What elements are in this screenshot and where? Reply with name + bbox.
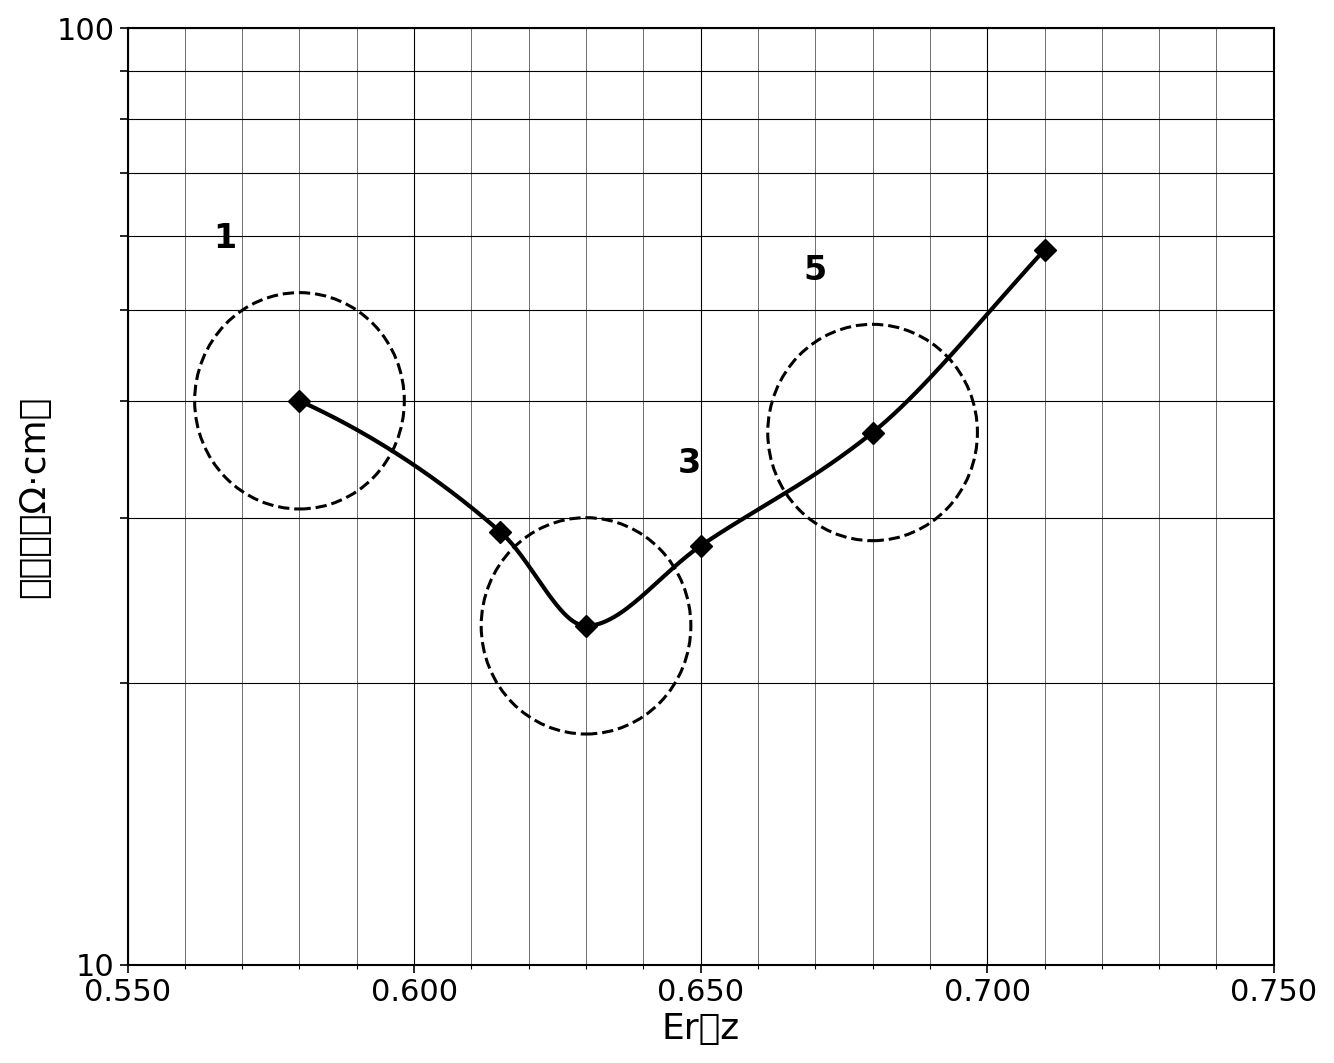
Text: 3: 3 [678, 448, 700, 480]
X-axis label: Er量z: Er量z [662, 1012, 740, 1046]
Text: 1: 1 [213, 222, 236, 255]
Text: 5: 5 [803, 254, 827, 287]
Y-axis label: 比电阻（Ω·cm）: 比电阻（Ω·cm） [16, 395, 51, 597]
